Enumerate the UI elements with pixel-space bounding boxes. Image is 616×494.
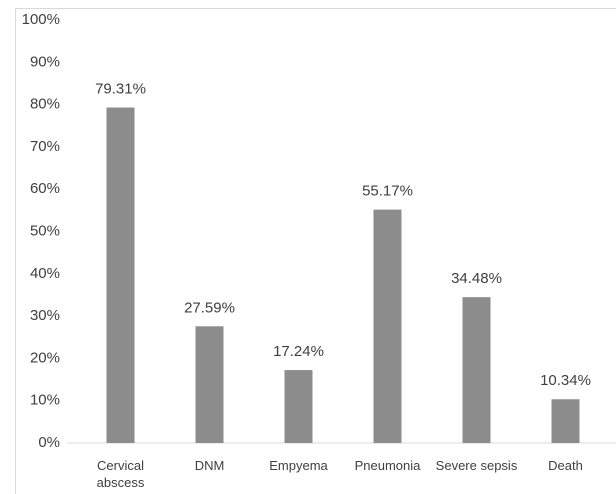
bar bbox=[551, 399, 580, 443]
value-label: 34.48% bbox=[451, 270, 502, 287]
value-label: 79.31% bbox=[95, 80, 146, 97]
y-tick-label: 40% bbox=[30, 265, 60, 282]
x-tick-label: Severe sepsis bbox=[435, 458, 518, 473]
x-tick-label: Cervical abscess bbox=[96, 458, 145, 490]
bar bbox=[195, 326, 224, 443]
y-tick-label: 60% bbox=[30, 180, 60, 197]
y-tick-label: 70% bbox=[30, 138, 60, 155]
bar bbox=[373, 209, 402, 443]
y-tick-label: 50% bbox=[30, 222, 60, 239]
bar bbox=[284, 370, 313, 443]
value-label: 10.34% bbox=[540, 372, 591, 389]
y-tick-label: 10% bbox=[30, 392, 60, 409]
y-tick-label: 0% bbox=[38, 434, 60, 451]
value-label: 27.59% bbox=[184, 299, 235, 316]
y-tick-label: 80% bbox=[30, 96, 60, 113]
y-tick-label: 20% bbox=[30, 349, 60, 366]
y-tick-label: 30% bbox=[30, 307, 60, 324]
x-tick-label: Pneumonia bbox=[354, 458, 421, 473]
y-tick-label: 90% bbox=[30, 53, 60, 70]
y-tick-label: 100% bbox=[22, 11, 60, 28]
bar bbox=[462, 297, 491, 443]
value-label: 55.17% bbox=[362, 183, 413, 200]
bar bbox=[106, 107, 135, 443]
chart-frame bbox=[15, 8, 616, 494]
x-tick-label: Death bbox=[548, 458, 583, 473]
x-tick-label: Empyema bbox=[269, 458, 328, 473]
x-tick-label: DNM bbox=[194, 458, 225, 473]
value-label: 17.24% bbox=[273, 343, 324, 360]
